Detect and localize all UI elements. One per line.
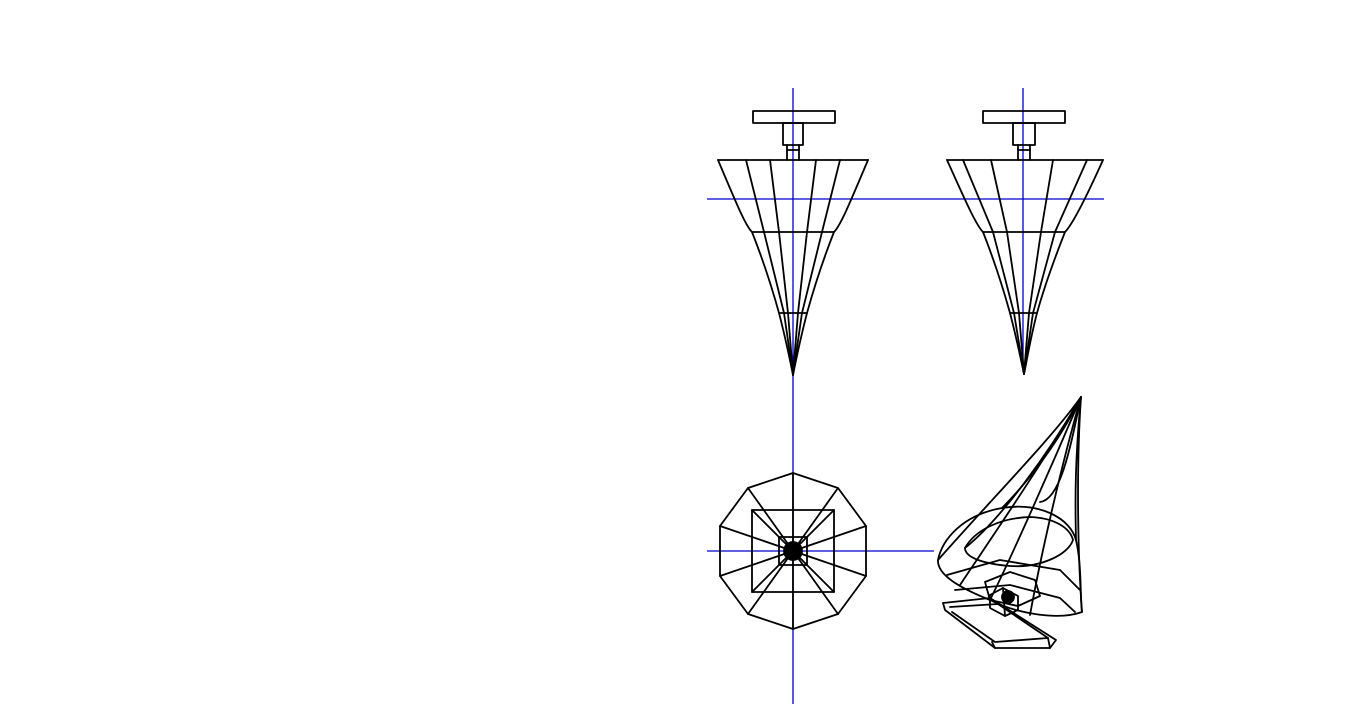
persp-lower-rings <box>946 559 1081 613</box>
perspective-view[interactable] <box>937 396 1083 649</box>
front-meridian-1 <box>745 159 794 376</box>
front-meridian-3 <box>769 159 794 376</box>
side-silhouette-right <box>1023 159 1104 375</box>
side-silhouette-left <box>946 159 1025 375</box>
persp-cap-edge-1 <box>991 641 996 649</box>
persp-cap-edge-2 <box>1047 637 1051 649</box>
front-meridian-2 <box>792 159 841 376</box>
front-meridian-4 <box>792 159 817 376</box>
top-spokes <box>719 472 867 630</box>
side-meridian-4 <box>1023 159 1054 375</box>
top-cap-diagonal-2 <box>751 509 835 593</box>
side-meridian-1 <box>962 159 1025 375</box>
front-cap-plate <box>752 110 836 124</box>
front-cap-stem <box>782 122 804 146</box>
front-view[interactable] <box>717 110 869 376</box>
persp-apex-knot <box>1001 590 1015 604</box>
side-meridian-2 <box>1023 159 1088 375</box>
front-silhouette-left <box>717 159 794 376</box>
persp-cap-plate-inner <box>949 603 1049 643</box>
persp-meridians <box>937 396 1083 616</box>
side-cap-plate <box>982 110 1066 124</box>
side-view[interactable] <box>946 110 1104 375</box>
side-cap-stem <box>1012 122 1036 146</box>
top-view[interactable] <box>719 472 867 630</box>
front-silhouette-right <box>792 159 869 376</box>
axis-guides <box>707 88 1104 704</box>
side-meridian-3 <box>990 159 1025 375</box>
persp-mid-ring <box>964 516 1074 568</box>
